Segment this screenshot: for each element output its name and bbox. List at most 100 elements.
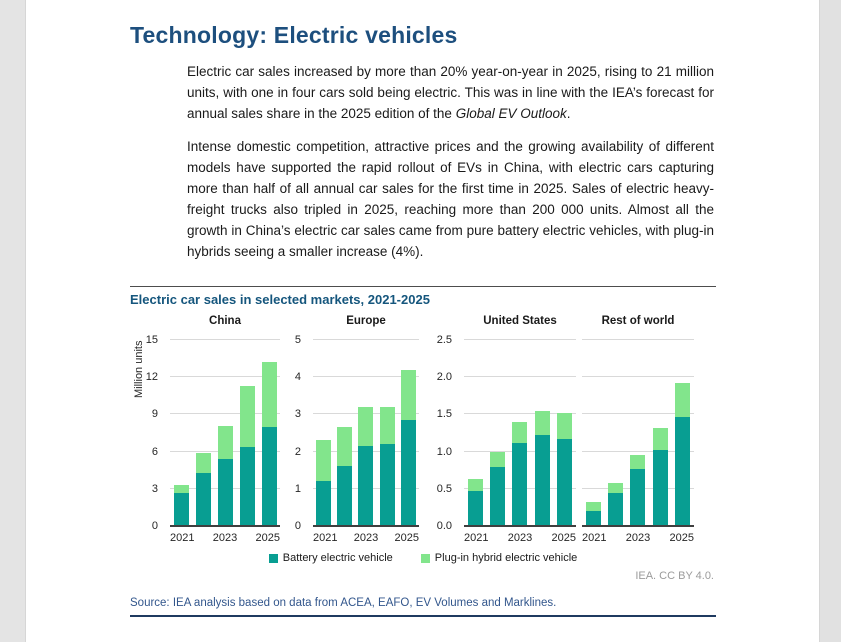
x-tick-label: 2025	[551, 532, 577, 544]
panel-title: United States	[483, 315, 557, 327]
bar-segment-plugin-hybrid	[608, 482, 624, 494]
stacked-bar-2023	[512, 340, 528, 526]
x-tick-label	[532, 532, 551, 544]
bar-segment-plugin-hybrid	[512, 421, 528, 444]
gridline	[170, 339, 280, 340]
x-tick-label	[378, 532, 394, 544]
bar-segment-battery-electric	[675, 416, 691, 526]
license-credit: IEA. CC BY 4.0.	[635, 570, 714, 582]
bar-segment-battery-electric	[358, 446, 374, 526]
y-tick-label: 2.0	[436, 371, 452, 384]
right-margin-strip	[819, 0, 841, 642]
x-tick-label: 2023	[212, 532, 238, 544]
stacked-bar-2021	[316, 340, 332, 526]
bar-segment-plugin-hybrid	[195, 452, 211, 473]
x-tick-label	[237, 532, 255, 544]
bar-segment-battery-electric	[337, 466, 353, 526]
bars-group	[170, 340, 280, 526]
paragraph-1-text: Electric car sales increased by more tha…	[187, 64, 714, 121]
panel-title: China	[209, 315, 241, 327]
bars-group	[464, 340, 576, 526]
x-tick-label	[488, 532, 507, 544]
gridline	[582, 450, 694, 452]
gridline	[582, 413, 694, 415]
stacked-bar-2021	[173, 340, 189, 526]
chart-panel-china: China 0 3 6 9 12 15 2021 2023 2025	[146, 313, 281, 553]
x-tick-label: 2021	[170, 532, 195, 544]
x-tick-label: 2025	[394, 532, 420, 544]
x-tick-label: 2023	[625, 532, 651, 544]
x-tick-label: 2023	[507, 532, 533, 544]
stacked-bar-2021	[585, 340, 601, 526]
y-tick-label: 2	[294, 445, 301, 458]
stacked-bar-2024	[534, 340, 550, 526]
y-tick-label: 0.5	[436, 482, 452, 495]
source-line: Source: IEA analysis based on data from …	[130, 597, 557, 609]
bar-segment-plugin-hybrid	[467, 479, 483, 492]
chart-panel-united-states: United States 0.0 0.5 1.0 1.5 2.0 2.5 2021 2023 2…	[437, 313, 576, 553]
y-tick-label: 1.5	[436, 408, 452, 421]
bar-segment-plugin-hybrid	[379, 406, 395, 445]
bars-group	[313, 340, 419, 526]
y-tick-label: 5	[294, 334, 301, 346]
paragraph-1-period: .	[566, 106, 571, 121]
bar-segment-plugin-hybrid	[400, 369, 416, 420]
stacked-bar-2023	[358, 340, 374, 526]
page-title: Technology: Electric vehicles	[130, 22, 458, 48]
plot-area	[313, 339, 419, 527]
gridline	[313, 339, 419, 340]
chart-legend: Battery electric vehicle Plug-in hybrid e…	[130, 552, 716, 564]
left-margin-strip	[0, 0, 26, 642]
gridline	[170, 376, 280, 378]
legend-item: Plug-in hybrid electric vehicle	[420, 552, 577, 564]
stacked-bar-2023	[217, 340, 233, 526]
stacked-bar-2025	[557, 340, 573, 526]
paragraph-2: Intense domestic competition, attractive…	[187, 139, 714, 259]
plot-area	[464, 339, 576, 527]
bar-segment-plugin-hybrid	[557, 412, 573, 439]
stacked-bar-2021	[467, 340, 483, 526]
stacked-bar-2024	[379, 340, 395, 526]
x-tick-label: 2025	[255, 532, 281, 544]
stacked-bar-2024	[652, 340, 668, 526]
x-axis-labels: 2021 2023 2025	[582, 532, 694, 544]
bar-segment-plugin-hybrid	[652, 427, 668, 451]
y-tick-label: 1.0	[436, 445, 452, 458]
y-tick-label: 6	[151, 445, 158, 458]
x-tick-label	[194, 532, 212, 544]
gridline	[464, 339, 576, 340]
bar-segment-battery-electric	[173, 492, 189, 526]
bar-segment-battery-electric	[534, 435, 550, 526]
x-tick-label	[606, 532, 625, 544]
x-axis-labels: 2021 2023 2025	[464, 532, 576, 544]
y-tick-label: 3	[151, 482, 158, 495]
gridline	[464, 376, 576, 378]
stacked-bar-2022	[490, 340, 506, 526]
y-tick-label: 0	[151, 520, 158, 532]
x-axis-labels: 2021 2023 2025	[313, 532, 419, 544]
bar-segment-plugin-hybrid	[358, 406, 374, 447]
legend-swatch-icon	[268, 553, 278, 563]
bar-segment-plugin-hybrid	[337, 427, 353, 467]
bar-segment-plugin-hybrid	[490, 452, 506, 468]
bar-segment-battery-electric	[261, 426, 277, 526]
y-tick-label: 2.5	[436, 334, 452, 346]
x-tick-label: 2021	[582, 532, 607, 544]
stacked-bar-2022	[337, 340, 353, 526]
chart-figure: Million units China 0 3 6 9 12 15 2021 2023 2025 E…	[130, 313, 716, 588]
stacked-bar-2025	[675, 340, 691, 526]
plot-area	[170, 339, 280, 527]
bar-segment-battery-electric	[400, 419, 416, 526]
bars-group	[582, 340, 694, 526]
stacked-bar-2023	[630, 340, 646, 526]
bar-segment-battery-electric	[585, 511, 601, 526]
bar-segment-battery-electric	[467, 491, 483, 526]
bar-segment-battery-electric	[490, 467, 506, 526]
chart-panel-rest-of-world: Rest of world 2021 2023 2025	[582, 313, 694, 553]
gridline	[313, 376, 419, 378]
legend-label: Battery electric vehicle	[282, 552, 393, 564]
bar-segment-battery-electric	[195, 472, 211, 526]
x-tick-label	[650, 532, 669, 544]
x-tick-label: 2023	[353, 532, 379, 544]
bar-segment-battery-electric	[608, 493, 624, 526]
